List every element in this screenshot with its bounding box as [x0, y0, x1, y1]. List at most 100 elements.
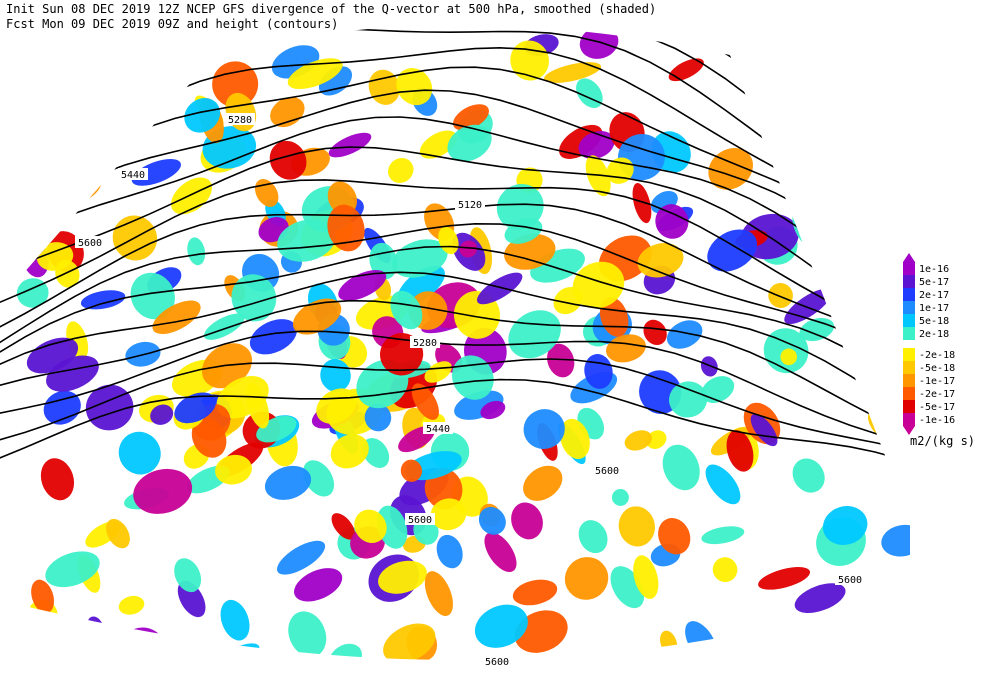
- shade-blob: [354, 509, 387, 543]
- colorbar-label: -2e-18: [919, 350, 955, 361]
- shade-blob: [632, 183, 652, 224]
- shade-blob: [184, 98, 221, 133]
- contour-label: 5600: [485, 657, 509, 668]
- contour-line: [0, 358, 910, 464]
- shade-blob: [118, 431, 161, 475]
- shade-blob: [578, 130, 615, 160]
- colorbar-arrow: [903, 426, 915, 435]
- colorbar-label: 5e-17: [919, 277, 949, 288]
- shade-blob: [447, 124, 492, 162]
- contour-label: 5440: [121, 170, 145, 181]
- shade-blob: [523, 465, 563, 501]
- shade-blob: [364, 403, 392, 432]
- shade-blob: [93, 656, 137, 661]
- shade-blob: [822, 506, 868, 546]
- shade-blob: [411, 383, 439, 420]
- colorbar-box: [903, 275, 915, 288]
- colorbar-label: 2e-17: [919, 290, 949, 301]
- contour-line: [0, 66, 910, 308]
- shade-blob: [219, 643, 260, 661]
- colorbar-box: [903, 348, 915, 361]
- shade-blob: [215, 454, 252, 485]
- shade-blob: [848, 241, 884, 275]
- shade-blob: [383, 623, 436, 661]
- shade-blob: [504, 218, 543, 244]
- contour-line: [0, 378, 910, 481]
- colorbar-unit: m2/(kg s): [910, 434, 975, 448]
- contour-label-bg: [482, 655, 512, 667]
- shade-blob: [867, 410, 895, 442]
- shade-blob: [611, 488, 629, 506]
- shade-blob: [419, 130, 458, 159]
- shade-blob: [430, 498, 467, 531]
- shade-blob: [750, 413, 778, 447]
- shade-blob: [794, 583, 846, 613]
- shade-blob: [133, 468, 193, 514]
- colorbar-label: 1e-16: [919, 264, 949, 275]
- shade-blob: [572, 261, 625, 309]
- shade-blob: [328, 132, 372, 158]
- shade-blob: [97, 658, 136, 680]
- contour-line: [0, 330, 910, 456]
- contour-line: [0, 299, 910, 451]
- contour-label: 5440: [426, 424, 450, 435]
- shade-blob: [171, 177, 213, 215]
- shade-blob: [870, 369, 890, 403]
- shade-blob: [476, 272, 523, 305]
- shade-blob: [512, 579, 558, 606]
- shade-blob: [881, 524, 910, 557]
- contour-label-bg: [835, 573, 865, 585]
- colorbar-box: [903, 413, 915, 426]
- contour-line: [0, 245, 910, 419]
- shade-blob: [883, 232, 910, 270]
- shade-blob: [578, 520, 608, 554]
- shaded-field: [0, 26, 910, 680]
- shade-blob: [768, 283, 793, 308]
- shade-blob: [331, 513, 356, 540]
- shade-blob: [80, 290, 126, 310]
- contour-label-bg: [405, 513, 435, 525]
- contour-line: [0, 203, 910, 375]
- colorbar-label: -5e-18: [919, 363, 955, 374]
- shade-blob: [559, 418, 590, 460]
- shade-blob: [658, 518, 691, 555]
- colorbar-label: -1e-16: [919, 415, 955, 426]
- shade-blob: [829, 632, 864, 657]
- contour-label: 5280: [413, 338, 437, 349]
- colorbar-label: -2e-17: [919, 389, 955, 400]
- shade-blob: [660, 630, 678, 656]
- shade-blob: [511, 502, 543, 540]
- shade-blob: [707, 229, 758, 272]
- shade-blob: [700, 356, 718, 377]
- contour-label-bg: [423, 422, 453, 434]
- shade-blob: [303, 460, 335, 497]
- contour-label: 5280: [228, 115, 252, 126]
- shade-blob: [523, 409, 565, 450]
- colorbar-label: 1e-17: [919, 303, 949, 314]
- shade-blob: [288, 611, 327, 658]
- colorbar-label: 5e-18: [919, 316, 949, 327]
- shade-blob: [378, 560, 427, 594]
- shade-blob: [327, 204, 365, 252]
- shade-blob: [287, 58, 343, 90]
- colorbar-box: [903, 314, 915, 327]
- colorbar-label: 2e-18: [919, 329, 949, 340]
- shade-blob: [624, 430, 653, 451]
- colorbar-label: -1e-17: [919, 376, 955, 387]
- shade-blob: [705, 464, 741, 505]
- shade-blob: [436, 534, 463, 569]
- shade-blob: [655, 204, 689, 239]
- shade-blob: [362, 438, 390, 468]
- colorbar-box: [903, 374, 915, 387]
- shade-blob: [231, 274, 277, 322]
- shade-blob: [896, 655, 910, 661]
- colorbar-box: [903, 361, 915, 374]
- shade-blob: [187, 237, 206, 266]
- shade-blob: [547, 343, 575, 378]
- contour-label-bg: [225, 113, 255, 125]
- shade-blob: [662, 444, 700, 491]
- shade-blob: [844, 54, 869, 92]
- contour-line: [0, 116, 910, 351]
- contour-line: [0, 146, 910, 360]
- shade-blob: [712, 557, 738, 583]
